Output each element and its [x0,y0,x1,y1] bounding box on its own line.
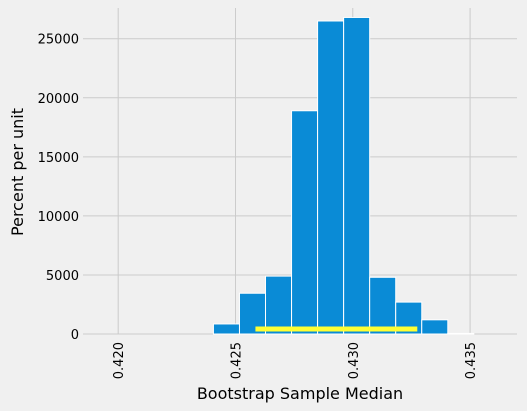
y-tick-label: 20000 [38,92,79,107]
x-axis-ticks: 0.420 0.425 0.430 0.435 [112,342,479,379]
x-tick-label: 0.420 [112,342,127,379]
histogram-bar-1 [212,323,240,335]
y-tick-label: 5000 [46,269,79,284]
y-axis-label: Percent per unit [8,108,27,236]
histogram-bar-3 [265,275,293,335]
histogram-bar-10 [447,332,475,335]
x-tick-label: 0.435 [464,342,479,379]
x-tick-label: 0.425 [229,342,244,379]
histogram-bar-6 [343,16,371,335]
histogram-bar-9 [421,319,449,335]
histogram-bar-5 [317,20,345,335]
histogram-bars [212,16,475,335]
histogram-bar-7 [369,276,397,335]
x-axis-label: Bootstrap Sample Median [197,384,403,403]
histogram-bar-4 [291,110,319,335]
y-axis-ticks: 0 5000 10000 15000 20000 25000 [38,33,79,343]
x-tick-label: 0.430 [347,342,362,379]
y-tick-label: 10000 [38,210,79,225]
y-tick-label: 15000 [38,151,79,166]
y-tick-label: 25000 [38,33,79,48]
y-tick-label: 0 [71,328,79,343]
